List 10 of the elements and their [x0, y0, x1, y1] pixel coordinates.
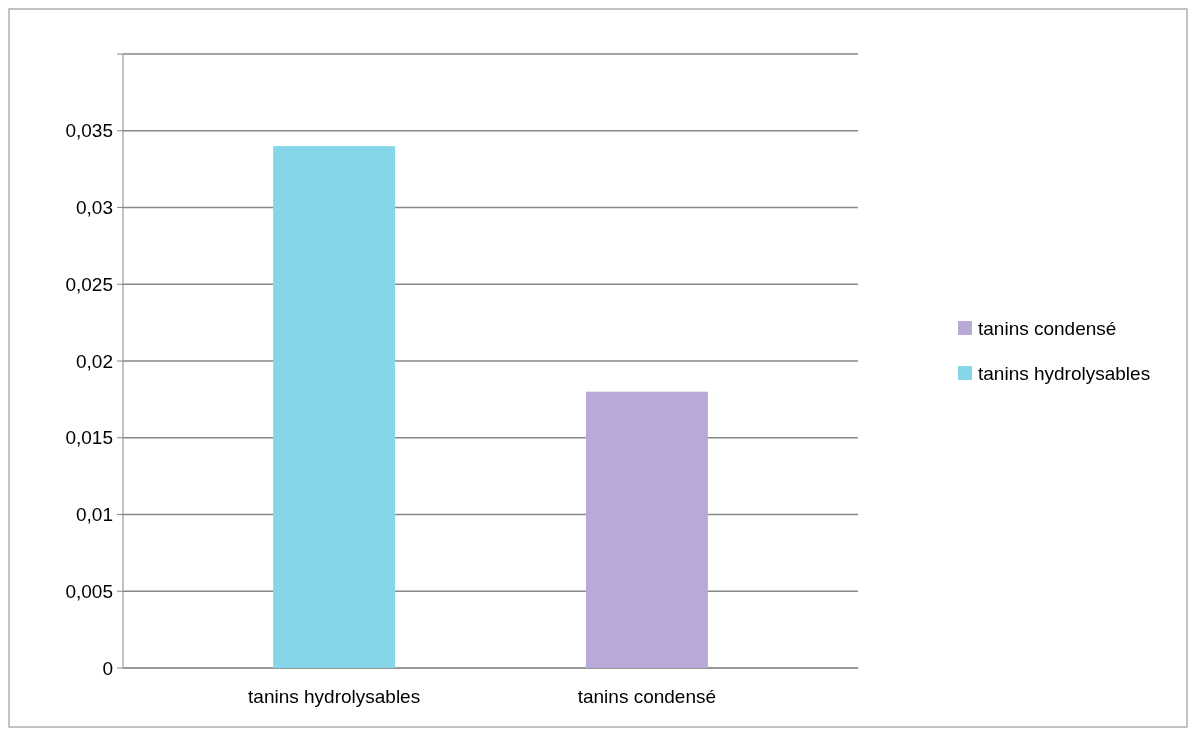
legend-label: tanins condensé	[978, 317, 1117, 339]
y-tick-label: 0,035	[65, 120, 113, 142]
y-tick-label: 0,015	[65, 427, 113, 449]
legend-label: tanins hydrolysables	[978, 362, 1151, 384]
y-tick-label: 0,025	[65, 273, 113, 295]
y-tick-label: 0,02	[76, 350, 113, 372]
y-tick-label: 0	[102, 657, 113, 679]
y-tick-label: 0,005	[65, 580, 113, 602]
y-tick-label: 0,01	[76, 504, 113, 526]
y-tick-label: 0,03	[76, 197, 113, 219]
